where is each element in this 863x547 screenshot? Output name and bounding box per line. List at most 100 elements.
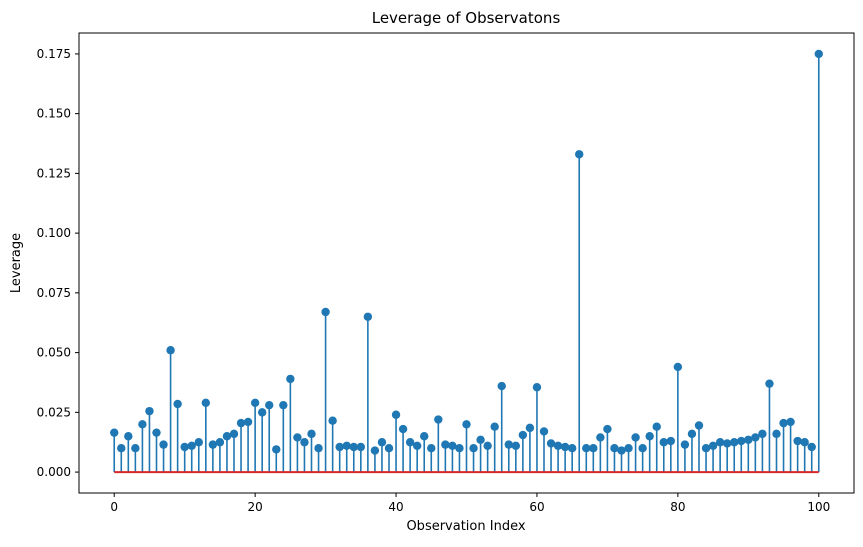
stem-marker (469, 443, 478, 453)
stem-marker (110, 428, 119, 437)
x-tick-label: 20 (247, 500, 262, 514)
stem-marker (744, 435, 753, 445)
stem-marker (786, 417, 795, 427)
x-tick-label: 80 (670, 500, 685, 514)
stem-marker (377, 438, 387, 447)
axes-spines (78, 32, 855, 494)
stem-marker (398, 424, 408, 434)
stem-marker (511, 441, 521, 451)
stem-marker (779, 418, 788, 428)
stem-marker (279, 400, 288, 410)
stem-marker (701, 443, 711, 453)
stem-marker (730, 438, 739, 447)
stem-marker (800, 438, 809, 447)
stem-marker (391, 410, 401, 419)
stem-marker (793, 436, 802, 446)
y-tick-label: 0.000 (37, 465, 71, 479)
stem-marker (673, 362, 683, 372)
stem-marker (314, 443, 323, 453)
stem-marker (208, 440, 218, 449)
stem-marker (356, 442, 366, 452)
stem-marker (187, 441, 196, 451)
x-tick-label: 40 (388, 500, 403, 514)
stem-marker (257, 408, 267, 417)
stem-marker (532, 383, 542, 392)
stem-marker (420, 432, 429, 441)
stem-marker (758, 429, 767, 439)
stem-marker (145, 406, 154, 416)
stem-marker (455, 443, 464, 453)
y-tick-label: 0.100 (37, 226, 71, 240)
stem-marker (722, 439, 732, 448)
stem-marker (265, 400, 274, 410)
stem-marker (194, 438, 203, 447)
stem-marker (300, 438, 309, 447)
stem-marker (384, 443, 394, 453)
stem-marker (434, 415, 443, 424)
stem-marker (814, 49, 823, 59)
stem-marker (772, 429, 781, 439)
stem-marker (236, 418, 246, 428)
stem-marker (546, 439, 556, 448)
stem-marker (272, 445, 281, 454)
stem-marker (159, 440, 168, 449)
stem-marker (201, 398, 211, 407)
stem-marker (448, 441, 457, 451)
stem-marker (328, 416, 337, 425)
stem-marker (222, 432, 232, 441)
stem-marker (370, 446, 380, 455)
stem-marker (687, 429, 697, 439)
stem-marker (483, 441, 492, 451)
stem-marker (659, 438, 668, 447)
stem-marker (518, 430, 528, 440)
stem-marker (173, 399, 182, 409)
stem-marker (582, 443, 591, 453)
y-tick-label: 0.075 (37, 286, 71, 300)
stem-marker (596, 433, 605, 442)
plot-area: 0 20 40 60 80 100 0.000 0.025 0.050 0.075 0.100 0.1… (37, 32, 855, 514)
stem-marker (652, 422, 661, 431)
stem-marker (405, 438, 415, 447)
stem-marker (708, 441, 718, 451)
stem-marker (138, 420, 147, 429)
stem-marker (427, 443, 436, 453)
stem-marker (342, 441, 351, 451)
stem-marker (250, 398, 260, 407)
stem-marker (349, 442, 358, 452)
stem-marker (441, 440, 450, 449)
y-tick-label: 0.025 (37, 405, 71, 419)
stem-marker (363, 312, 373, 321)
stem-marker (737, 436, 746, 446)
stem-marker (117, 443, 126, 453)
y-tick-label: 0.050 (37, 346, 71, 360)
stem-marker (807, 442, 816, 452)
stem-marker (286, 374, 295, 384)
stem-marker (575, 150, 584, 159)
stem-marker (525, 423, 535, 433)
stem-marker (243, 417, 253, 427)
stem-marker (567, 443, 577, 453)
stem-marker (624, 443, 633, 453)
stem-marker (166, 346, 175, 355)
x-axis-label: Observation Index (406, 519, 525, 534)
stem-marker (504, 440, 513, 449)
stem-marker (645, 432, 654, 441)
stem-marker (476, 435, 485, 445)
chart-title: Leverage of Observatons (372, 9, 561, 27)
stem-marker (638, 443, 647, 453)
stem-marker (610, 443, 619, 453)
stem-marker (180, 442, 189, 452)
stem-marker (335, 442, 344, 452)
stem-marker (293, 433, 302, 442)
stem-marker (694, 421, 704, 430)
stem-marker (490, 422, 499, 431)
stem-marker (462, 420, 471, 429)
stem-marker (539, 427, 549, 436)
stem-marker (617, 446, 626, 455)
stem-marker (553, 441, 563, 451)
stem-marker (666, 436, 676, 446)
stem-marker (589, 443, 598, 453)
y-tick-label: 0.150 (37, 107, 71, 121)
